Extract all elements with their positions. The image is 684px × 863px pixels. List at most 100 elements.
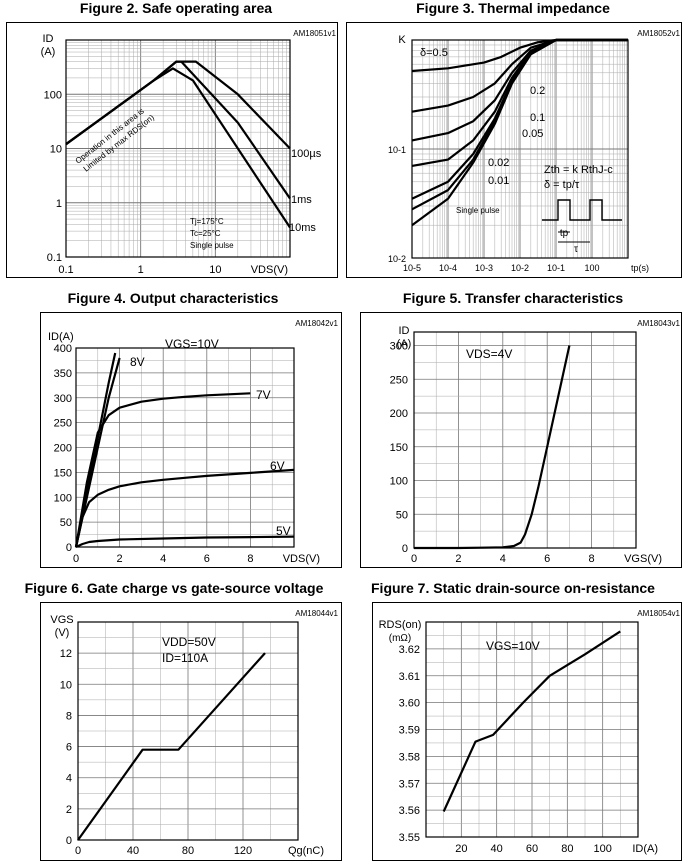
figure-4-chart: AM18042v1 ID(A) 0 50 100 150 200 250 300 350 400 0 2…: [48, 319, 339, 565]
series-label: VDD=50V: [162, 635, 216, 649]
series-label: 8V: [130, 355, 145, 369]
y-tick-label: 8: [66, 710, 72, 722]
y-tick-label: 12: [60, 648, 72, 660]
y-axis-label: ID(A): [48, 331, 74, 343]
y-tick-label: 10: [50, 144, 62, 156]
y-axis-unit: (A): [41, 46, 56, 58]
series-label: 5V: [276, 524, 291, 538]
series-line-1: [442, 630, 621, 812]
series-label: VDS=4V: [466, 347, 512, 361]
series-label: 1ms: [291, 194, 312, 206]
y-tick-label: 3.58: [399, 751, 420, 763]
x-tick-label: 10-3: [475, 263, 493, 273]
pulse-waveform: [542, 199, 622, 221]
y-tick-label: 3.61: [399, 671, 420, 683]
figure-2: Figure 2. Safe operating area AM18051v1 I…: [0, 0, 342, 280]
x-tick-label: 100: [593, 843, 611, 855]
x-axis-label: VDS(V): [251, 264, 288, 276]
figure-3-chart: AM18052v1 K 10-2 10-1 10-5 10-4 10-3 10-2 10-1 10…: [388, 29, 681, 273]
chart-code: AM18042v1: [295, 319, 338, 328]
figure-2-title: Figure 2. Safe operating area: [79, 0, 273, 16]
series-label: 6V: [270, 459, 285, 473]
series-label: Single pulse: [456, 206, 500, 215]
x-tick-label: 10-1: [547, 263, 565, 273]
y-tick-label: 0: [66, 542, 72, 554]
series-label: VGS=10V: [165, 337, 219, 351]
x-tick-label: 4: [500, 553, 506, 565]
y-tick-label: 100: [390, 476, 408, 488]
chart-code: AM18054v1: [637, 609, 680, 618]
y-tick-label: 250: [390, 374, 408, 386]
chart-code: AM18044v1: [295, 609, 338, 618]
x-tick-label: 80: [561, 843, 573, 855]
figure-6: Figure 6. Gate charge vs gate-source vol…: [0, 580, 342, 863]
y-tick-label: 0.1: [47, 252, 62, 264]
series-line-3: [65, 67, 291, 229]
x-tick-label: 120: [234, 845, 252, 857]
figure-5-panel: [360, 312, 682, 568]
annotation: τ: [574, 244, 578, 255]
series-line-5: [75, 535, 295, 548]
y-tick-label: 3.57: [399, 778, 420, 790]
y-tick-label: 0: [402, 543, 408, 555]
series-label: 0.1: [530, 112, 545, 124]
y-tick-label: 100: [54, 492, 72, 504]
y-tick-label: 150: [54, 467, 72, 479]
x-tick-label: 10: [209, 264, 221, 276]
x-tick-label: 2: [117, 553, 123, 565]
x-tick-label: 0: [75, 845, 81, 857]
annotation: Single pulse: [190, 241, 234, 250]
figure-2-chart: AM18051v1 ID(A) 0.1 1 10 100 0.1 1 10 VDS(V) 100µs…: [41, 29, 337, 276]
figure-6-title: Figure 6. Gate charge vs gate-source vol…: [24, 580, 324, 596]
plot-frame: [411, 39, 629, 259]
series-label: ID=110A: [162, 651, 208, 665]
plot-frame: [425, 621, 639, 838]
x-axis-label: Qg(nC): [288, 845, 324, 857]
y-tick-label: 300: [54, 393, 72, 405]
plot-frame: [413, 331, 637, 549]
y-axis-label: ID: [399, 325, 410, 337]
series-label: 100µs: [291, 148, 322, 160]
y-tick-label: 250: [54, 418, 72, 430]
x-tick-label: 40: [127, 845, 139, 857]
figure-4: Figure 4. Output characteristics AM18042…: [0, 290, 342, 570]
x-tick-label: 60: [526, 843, 538, 855]
y-tick-label: 6: [66, 742, 72, 754]
series-label: VGS=10V: [486, 639, 540, 653]
y-tick-label: 200: [54, 443, 72, 455]
annotation: tp: [560, 228, 569, 239]
x-tick-label: 80: [182, 845, 194, 857]
x-tick-label: 40: [491, 843, 503, 855]
y-tick-label: 150: [390, 442, 408, 454]
y-axis-label: K: [398, 34, 406, 46]
x-tick-label: 10-5: [403, 263, 421, 273]
y-axis-unit: (mΩ): [389, 633, 411, 644]
y-tick-label: 3.55: [399, 832, 420, 844]
figure-3-panel: [346, 22, 682, 278]
series-line-7: [411, 38, 628, 227]
x-tick-label: 8: [247, 553, 253, 565]
x-tick-label: 6: [204, 553, 210, 565]
y-tick-label: 10-1: [388, 145, 406, 155]
figure-7-title: Figure 7. Static drain-source on-resista…: [371, 580, 655, 596]
plot-frame: [77, 621, 299, 841]
y-tick-label: 300: [390, 341, 408, 353]
x-axis-label: ID(A): [632, 843, 658, 855]
series-line-1: [77, 652, 266, 841]
series-label: 10ms: [289, 222, 316, 234]
y-tick-label: 50: [396, 509, 408, 521]
y-axis-label: VGS: [50, 614, 73, 626]
figure-3: Figure 3. Thermal impedance AM18052v1 K 10…: [342, 0, 684, 280]
x-tick-label: 0: [411, 553, 417, 565]
series-line-1: [65, 60, 291, 150]
chart-code: AM18051v1: [293, 29, 336, 38]
y-tick-label: 400: [54, 343, 72, 355]
y-tick-label: 350: [54, 368, 72, 380]
y-tick-label: 10-2: [388, 254, 406, 264]
series-label: 0.01: [488, 175, 509, 187]
annotation: δ = tp/τ: [544, 179, 580, 191]
y-tick-label: 0: [66, 835, 72, 847]
figure-7-panel: [372, 602, 682, 861]
figure-2-panel: [6, 22, 338, 278]
